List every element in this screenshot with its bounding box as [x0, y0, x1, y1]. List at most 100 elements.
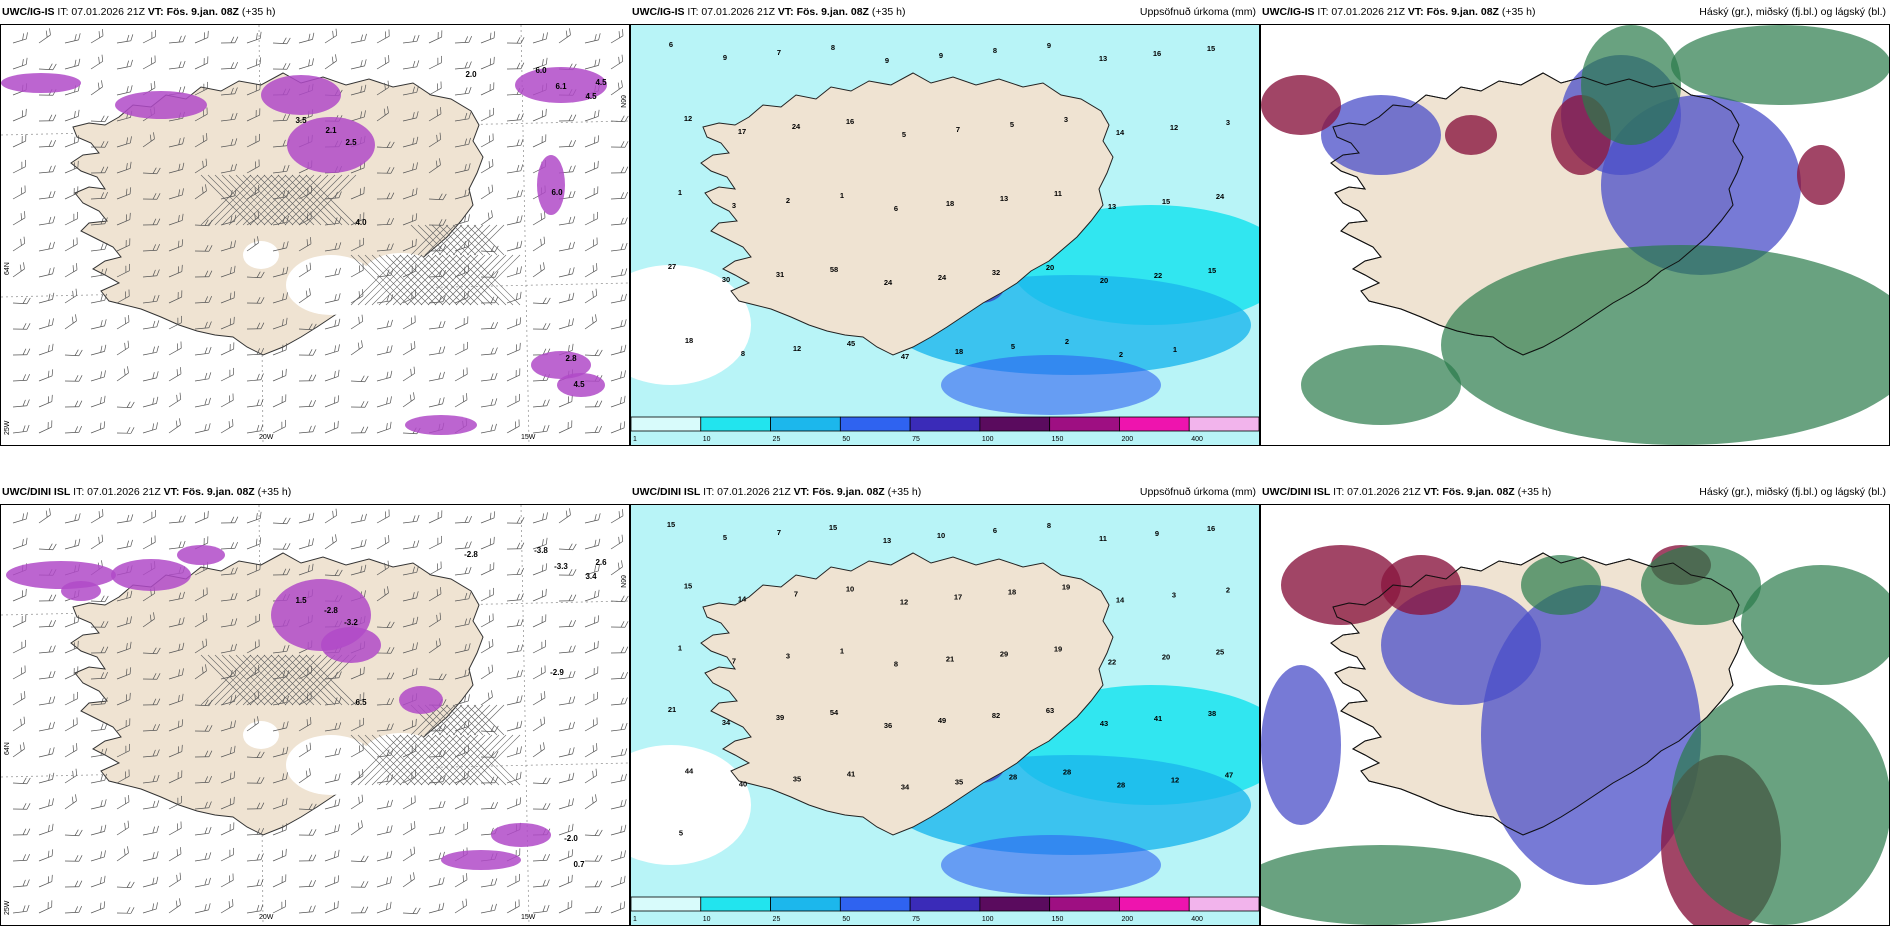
precip-amount-label: 63: [1046, 706, 1054, 715]
wind-barb-icon: [90, 319, 107, 330]
map-area[interactable]: 15 5 7 15 13 10 6 8 11 9 16 15 14 7 10 12 17 18 19 14 3 2 1 7 3 1…: [630, 504, 1260, 926]
wind-barb-icon: [220, 419, 234, 434]
wind-barb-icon: [428, 219, 447, 226]
wind-barb-icon: [142, 612, 155, 628]
precip-amount-label: 11: [1099, 534, 1107, 543]
init-time: IT: 07.01.2026 21Z: [73, 486, 161, 498]
colorbar-cell: [770, 896, 841, 912]
model-name: UWC/DINI ISL: [2, 486, 71, 498]
map-area[interactable]: 2.0 6.0 6.1 4.5 4.5 3.5 2.1 2.5 6.0 2.8 4.5 4.0 20W 1…: [0, 24, 630, 446]
dry-area: [631, 745, 751, 865]
precip-amount-label: 27: [668, 262, 676, 271]
map-area[interactable]: [1260, 504, 1890, 926]
wind-barb-icon: [142, 774, 160, 784]
snow-precip-area: [1, 73, 81, 93]
precip-amount-label: 29: [1000, 649, 1008, 658]
snow-precip-area: [399, 686, 443, 714]
wind-barb-icon: [402, 60, 420, 70]
high-cloud-area: [1261, 845, 1521, 925]
wind-barb-icon: [220, 214, 237, 226]
low-cloud-area: [1381, 555, 1461, 615]
lead-time: (+35 h): [241, 6, 276, 18]
wind-barb-icon: [64, 880, 83, 888]
wind-barb-icon: [116, 289, 130, 304]
precip-amount-label: 17: [738, 127, 746, 136]
wind-barb-icon: [376, 29, 390, 44]
wind-barb-icon: [454, 541, 472, 550]
colorbar-cell: [979, 896, 1051, 912]
wind-barb-icon: [480, 56, 495, 70]
wind-barb-icon: [298, 854, 317, 862]
wind-barb-icon: [142, 851, 159, 862]
wind-barb-icon: [272, 292, 288, 304]
precip-amount-label: 40: [739, 780, 747, 789]
precip-amount-label: 30: [722, 275, 730, 284]
wind-barb-icon: [12, 323, 31, 330]
wind-barb-icon: [506, 593, 524, 602]
wind-barb-icon: [64, 743, 78, 758]
wind-barb-icon: [298, 349, 317, 356]
wind-barb-icon: [584, 743, 598, 758]
map-area[interactable]: -2.8 -3.8 -3.3 3.4 2.6 1.5 -2.8 -3.2 -2.9 -2.0 0.7…: [0, 504, 630, 926]
lon-label-20w: 20W: [259, 914, 274, 921]
wind-barb-icon: [350, 289, 364, 304]
wind-barb-icon: [272, 644, 290, 654]
wind-barb-icon: [220, 265, 236, 278]
wind-barb-icon: [220, 771, 236, 784]
precip-free-area: [243, 721, 279, 749]
precip-amount-label: 3: [1064, 115, 1068, 124]
precip-amount-label: 28: [1117, 781, 1125, 790]
precip-value-label: 6.5: [355, 698, 367, 707]
wind-barb-icon: [246, 827, 264, 836]
wind-barb-icon: [480, 725, 499, 733]
snow-precip-area: [177, 545, 225, 565]
wind-barb-icon: [376, 621, 395, 629]
wind-barb-icon: [428, 612, 442, 628]
valid-time: Fös. 9.jan. 08Z: [812, 486, 885, 498]
wind-barb-icon: [610, 824, 627, 836]
wind-barb-icon: [12, 373, 30, 382]
wind-barb-icon: [324, 875, 340, 888]
wind-barb-icon: [12, 236, 26, 252]
wind-barb-icon: [194, 801, 212, 810]
wind-barb-icon: [194, 245, 213, 252]
wind-barb-icon: [116, 795, 130, 810]
wind-barb-icon: [142, 243, 160, 252]
lead-time: (+35 h): [887, 486, 922, 498]
wind-barb-icon: [454, 214, 470, 226]
wind-barb-icon: [324, 344, 340, 356]
wind-barb-icon: [324, 849, 340, 862]
wind-barb-icon: [116, 161, 132, 174]
wind-barb-icon: [584, 538, 601, 550]
precip-amount-label: 24: [1216, 192, 1225, 201]
wind-barb-icon: [324, 534, 337, 550]
wind-barb-icon: [584, 211, 598, 226]
precip-amount-label: 10: [846, 585, 854, 594]
precip-amount-label: 58: [830, 265, 838, 274]
wind-barb-icon: [12, 211, 26, 226]
wind-barb-icon: [480, 107, 494, 122]
wind-barb-icon: [610, 901, 626, 914]
mid-cloud-area: [1261, 665, 1341, 825]
wind-barb-icon: [324, 747, 341, 758]
precip-amount-label: 8: [831, 43, 835, 52]
wind-barb-icon: [350, 855, 369, 863]
precip-free-area: [286, 735, 376, 795]
wind-barb-icon: [12, 32, 28, 44]
wind-barb-icon: [116, 881, 135, 889]
map-area[interactable]: 6 9 7 8 9 9 8 9 13 16 15 12 17 24 16 5 7 5 3 14 12 3 1 3 2 1 6 18 13…: [630, 24, 1260, 446]
snow-precip-area: [537, 155, 565, 215]
wind-barb-icon: [142, 749, 160, 758]
wind-barb-icon: [12, 185, 26, 200]
valid-time: Fös. 9.jan. 08Z: [1426, 6, 1499, 18]
wind-barb-icon: [142, 371, 159, 382]
colorbar-cell: [1119, 896, 1190, 912]
wind-barb-icon: [220, 899, 234, 914]
wind-barb-icon: [142, 723, 160, 732]
wind-barb-icon: [272, 266, 289, 278]
wind-barb-icon: [584, 905, 602, 914]
wind-barb-icon: [38, 63, 57, 71]
colorbar-label: 150: [1052, 916, 1064, 923]
wind-barb-icon: [454, 770, 469, 784]
map-area[interactable]: [1260, 24, 1890, 446]
